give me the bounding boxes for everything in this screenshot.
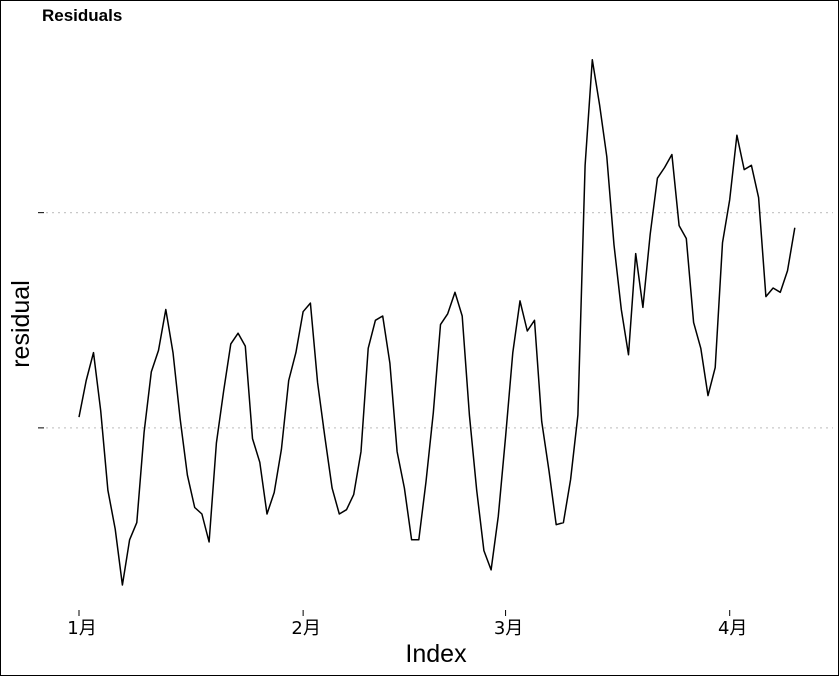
x-tick-label-0: 1月 — [67, 618, 96, 639]
x-axis-title: Index — [405, 640, 467, 668]
series-line-0 — [78, 59, 796, 586]
series-layer — [78, 59, 796, 586]
x-tick-label-1: 2月 — [291, 618, 320, 639]
chart-title: Residuals — [42, 6, 123, 25]
y-axis — [38, 212, 44, 429]
x-tick-label-2: 3月 — [494, 618, 523, 639]
grid-layer — [46, 212, 833, 429]
x-tick-label-3: 4月 — [718, 618, 747, 639]
x-axis: 1月 2月 3月 4月 — [67, 610, 747, 639]
y-axis-title: residual — [7, 280, 35, 368]
